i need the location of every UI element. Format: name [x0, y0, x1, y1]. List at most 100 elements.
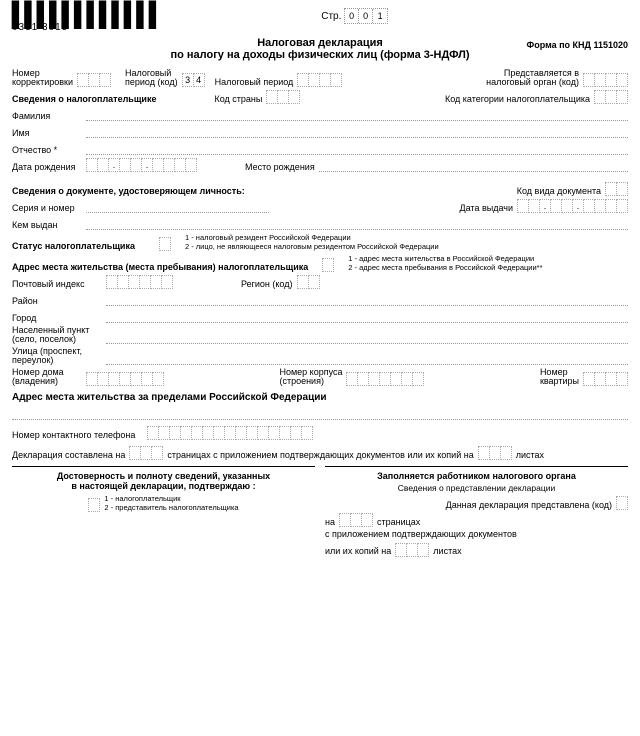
- region-label: Регион (код): [241, 280, 293, 290]
- submitted-to-cells[interactable]: [583, 73, 628, 87]
- status-note-2: 2 - лицо, не являющееся налоговым резиде…: [185, 242, 439, 251]
- page-number: Стр. 0 0 1: [161, 8, 548, 24]
- last-name-row: Фамилия: [12, 107, 628, 121]
- tax-period-code-label: Налоговыйпериод (код): [125, 69, 178, 87]
- right-line-2a: на: [325, 518, 335, 528]
- phone-row: Номер контактного телефона: [12, 426, 628, 440]
- right-line-3-label: с приложением подтверждающих документов: [325, 530, 517, 540]
- issued-by-field[interactable]: [86, 216, 628, 230]
- right-col-sub: Сведения о представлении декларации: [325, 483, 628, 493]
- settlement-field[interactable]: [106, 330, 628, 344]
- doc-type-code-label: Код вида документа: [517, 187, 601, 197]
- birth-place-field[interactable]: [319, 158, 628, 172]
- city-row: Город: [12, 309, 628, 323]
- city-label: Город: [12, 314, 102, 324]
- postal-row: Почтовый индекс Регион (код): [12, 275, 628, 289]
- apartment-cells[interactable]: [583, 372, 628, 386]
- tax-period-cells[interactable]: [297, 73, 342, 87]
- pages-cells-1[interactable]: [129, 446, 163, 460]
- doc-info-title: Сведения о документе, удостоверяющем лич…: [12, 187, 245, 197]
- right-line-1: Данная декларация представлена (код): [325, 496, 628, 510]
- right-column: Заполняется работником налогового органа…: [325, 466, 628, 560]
- street-row: Улица (проспект,переулок): [12, 347, 628, 365]
- doc-info-row: Сведения о документе, удостоверяющем лич…: [12, 182, 628, 196]
- foreign-address-row: [12, 406, 628, 420]
- foreign-address-title: Адрес места жительства за пределами Росс…: [12, 392, 628, 403]
- right-line-2: на страницах: [325, 513, 628, 527]
- address-note-1: 1 - адрес места жительства в Российской …: [348, 254, 542, 263]
- taxpayer-info-row: Сведения о налогоплательщике Код страны …: [12, 90, 628, 104]
- country-code-label: Код страны: [214, 95, 262, 105]
- status-cells[interactable]: [159, 237, 171, 251]
- settlement-label: Населенный пункт(село, поселок): [12, 326, 102, 344]
- status-row: Статус налогоплательщика 1 - налоговый р…: [12, 233, 628, 251]
- house-row: Номер дома(владения) Номер корпуса(строе…: [12, 368, 628, 386]
- birth-place-label: Место рождения: [245, 163, 315, 173]
- postal-cells[interactable]: [106, 275, 173, 289]
- barcode: ▌▌▌▌▌▌▌▌▌▌▌▌ 0331 3015: [12, 8, 161, 33]
- building-label: Номер корпуса(строения): [279, 368, 342, 386]
- correction-number-label: Номеркорректировки: [12, 69, 73, 87]
- page-digit-2: 0: [359, 9, 373, 23]
- phone-cells[interactable]: [147, 426, 313, 440]
- right-line-4b: листах: [433, 547, 461, 557]
- postal-label: Почтовый индекс: [12, 280, 102, 290]
- page-digit-1: 0: [345, 9, 359, 23]
- right-line-2-cells[interactable]: [339, 513, 373, 527]
- apartment-label: Номерквартиры: [540, 368, 579, 386]
- correction-number-cells[interactable]: [77, 73, 111, 87]
- first-name-field[interactable]: [86, 124, 628, 138]
- address-notes: 1 - адрес места жительства в Российской …: [348, 254, 542, 272]
- street-field[interactable]: [106, 351, 628, 365]
- tax-period-code-cells[interactable]: 3 4: [182, 73, 205, 87]
- address-note-2: 2 - адрес места пребывания в Российской …: [348, 263, 542, 272]
- barcode-bars: ▌▌▌▌▌▌▌▌▌▌▌▌: [12, 8, 161, 22]
- taxpayer-category-label: Код категории налогоплательщика: [445, 95, 590, 105]
- form-code: Форма по КНД 1151020: [527, 40, 628, 50]
- status-label: Статус налогоплательщика: [12, 242, 135, 252]
- right-col-title: Заполняется работником налогового органа: [325, 471, 628, 481]
- right-line-4-cells[interactable]: [395, 543, 429, 557]
- birth-date-cells[interactable]: ..: [86, 158, 197, 172]
- doc-type-code-cells[interactable]: [605, 182, 628, 196]
- address-type-cells[interactable]: [322, 258, 334, 272]
- left-confirm-cells[interactable]: [88, 498, 100, 512]
- right-line-4a: или их копий на: [325, 547, 391, 557]
- district-field[interactable]: [106, 292, 628, 306]
- foreign-address-field[interactable]: [12, 406, 628, 420]
- left-notes: 1 - налогоплательщик 2 - представитель н…: [104, 494, 238, 512]
- title-line-2: по налогу на доходы физических лиц (форм…: [12, 49, 628, 61]
- country-code-cells[interactable]: [266, 90, 300, 104]
- right-line-1-label: Данная декларация представлена (код): [446, 501, 612, 511]
- bottom-columns: Достоверность и полноту сведений, указан…: [12, 466, 628, 560]
- street-label: Улица (проспект,переулок): [12, 347, 102, 365]
- page-digit-3: 1: [373, 9, 387, 23]
- patronymic-field[interactable]: [86, 141, 628, 155]
- district-row: Район: [12, 292, 628, 306]
- pages-label-1: Декларация составлена на: [12, 451, 125, 461]
- right-line-2b: страницах: [377, 518, 420, 528]
- issued-by-label: Кем выдан: [12, 221, 82, 231]
- taxpayer-info-title: Сведения о налогоплательщике: [12, 95, 156, 105]
- series-field[interactable]: [86, 199, 269, 213]
- right-line-1-cells[interactable]: [616, 496, 628, 510]
- taxpayer-category-cells[interactable]: [594, 90, 628, 104]
- region-cells[interactable]: [297, 275, 320, 289]
- left-column: Достоверность и полноту сведений, указан…: [12, 466, 315, 560]
- left-note-2: 2 - представитель налогоплательщика: [104, 503, 238, 512]
- birth-row: Дата рождения .. Место рождения: [12, 158, 628, 172]
- pages-row: Декларация составлена на страницах с при…: [12, 446, 628, 460]
- building-cells[interactable]: [346, 372, 424, 386]
- city-field[interactable]: [106, 309, 628, 323]
- address-title-row: Адрес места жительства (места пребывания…: [12, 254, 628, 272]
- last-name-field[interactable]: [86, 107, 628, 121]
- phone-label: Номер контактного телефона: [12, 431, 135, 441]
- pages-cells-2[interactable]: [478, 446, 512, 460]
- issue-date-cells[interactable]: ..: [517, 199, 628, 213]
- series-row: Серия и номер Дата выдачи ..: [12, 199, 628, 213]
- house-cells[interactable]: [86, 372, 164, 386]
- pages-label-2: страницах с приложением подтверждающих д…: [167, 451, 473, 461]
- page-label: Стр.: [321, 11, 341, 22]
- page-number-cells: 0 0 1: [344, 8, 388, 24]
- first-name-label: Имя: [12, 129, 82, 139]
